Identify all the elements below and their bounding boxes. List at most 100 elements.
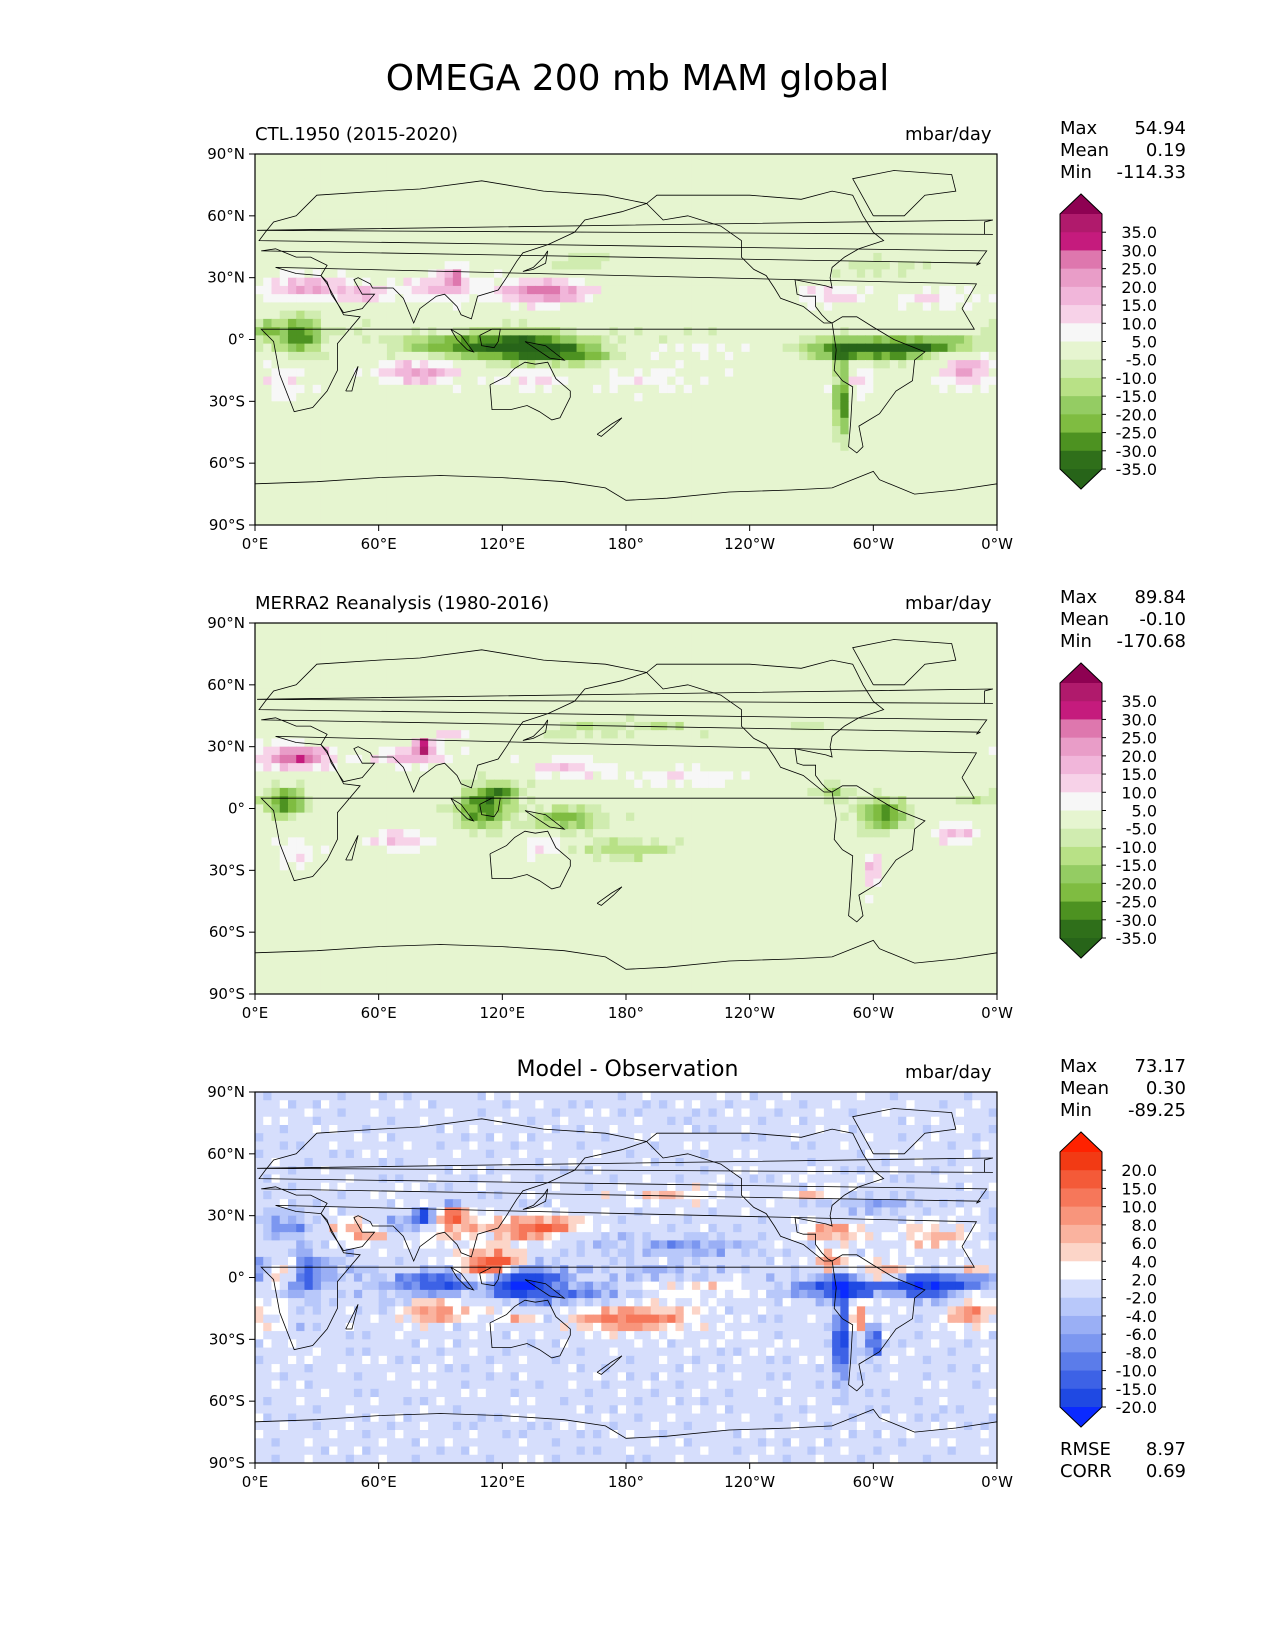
panel2-stat-min: Min -170.68 xyxy=(1060,631,1186,652)
colorbar-swatch xyxy=(1060,396,1102,415)
colorbar-swatch xyxy=(1060,1370,1102,1390)
colorbar-swatch xyxy=(1060,701,1102,720)
colorbar-tick-label: -30.0 xyxy=(1116,911,1157,930)
colorbar-tick-label: -20.0 xyxy=(1116,1398,1157,1417)
colorbar-swatch xyxy=(1060,737,1102,757)
panel-2-coastlines xyxy=(255,639,997,994)
colorbar-tick-label: -2.0 xyxy=(1126,1289,1157,1308)
panel3-stat-max: Max 73.17 xyxy=(1060,1056,1186,1077)
colorbar-tick-label: -8.0 xyxy=(1126,1343,1157,1362)
panel-2-colorbar: 35.030.025.020.015.010.05.0-5.0-10.0-15.… xyxy=(1059,662,1157,959)
colorbar-swatch xyxy=(1060,1297,1102,1317)
y-tick-label: 60°S xyxy=(209,454,245,472)
colorbar-tick-label: 20.0 xyxy=(1121,278,1157,297)
colorbar-tick-label: 8.0 xyxy=(1132,1216,1157,1235)
panel-3-map: 90°N 60°N 30°N 0° 30°S 60°S 90°S0°E 60°E 120°E 18… xyxy=(207,1083,1013,1491)
colorbar-swatch xyxy=(1060,250,1102,270)
colorbar-swatch xyxy=(1060,1334,1102,1353)
panel-1-contour-field xyxy=(255,154,997,525)
colorbar-tick-label: 15.0 xyxy=(1121,765,1157,784)
colorbar-tick-label: 10.0 xyxy=(1121,1198,1157,1217)
colorbar-extend-top xyxy=(1060,194,1102,214)
y-tick-label: 0° xyxy=(228,1269,245,1287)
x-tick-label: 60°W xyxy=(853,1004,895,1022)
colorbar-swatch xyxy=(1060,792,1102,811)
colorbar-tick-label: -20.0 xyxy=(1116,874,1157,893)
colorbar-extend-bottom xyxy=(1060,469,1102,489)
colorbar-swatch xyxy=(1060,286,1102,306)
y-tick-label: 60°N xyxy=(207,1145,245,1163)
colorbar-tick-label: 30.0 xyxy=(1121,241,1157,260)
colorbar-swatch xyxy=(1060,1224,1102,1244)
colorbar-tick-label: -25.0 xyxy=(1116,893,1157,912)
colorbar-swatch xyxy=(1060,1152,1102,1171)
colorbar-tick-label: 35.0 xyxy=(1121,692,1157,711)
colorbar-tick-label: 25.0 xyxy=(1121,260,1157,279)
panel3-units: mbar/day xyxy=(905,1062,992,1083)
colorbar-swatch xyxy=(1060,305,1102,324)
colorbar-tick-label: -4.0 xyxy=(1126,1307,1157,1326)
panel-1-coastlines xyxy=(255,170,997,525)
colorbar-swatch xyxy=(1060,774,1102,793)
x-tick-label: 120°E xyxy=(480,1004,526,1022)
colorbar-tick-label: 30.0 xyxy=(1121,710,1157,729)
colorbar-tick-label: -6.0 xyxy=(1126,1325,1157,1344)
colorbar-tick-label: 10.0 xyxy=(1121,314,1157,333)
x-tick-label: 120°W xyxy=(724,1004,775,1022)
y-tick-label: 30°S xyxy=(209,861,245,879)
colorbar-swatch xyxy=(1060,377,1102,397)
panel-3-contour-field xyxy=(255,1092,997,1463)
colorbar-extend-bottom xyxy=(1060,1407,1102,1427)
colorbar-extend-bottom xyxy=(1060,938,1102,958)
panel2-stat-max: Max 89.84 xyxy=(1060,587,1186,608)
panel1-stat-mean: Mean 0.19 xyxy=(1060,140,1186,161)
y-tick-label: 60°N xyxy=(207,207,245,225)
colorbar-swatch xyxy=(1060,232,1102,251)
panel2-stat-mean: Mean -0.10 xyxy=(1060,609,1186,630)
colorbar-tick-label: -30.0 xyxy=(1116,442,1157,461)
colorbar-extend-top xyxy=(1060,663,1102,683)
y-tick-label: 90°S xyxy=(209,516,245,534)
colorbar-swatch xyxy=(1060,828,1102,848)
colorbar-tick-label: 6.0 xyxy=(1132,1234,1157,1253)
colorbar-swatch xyxy=(1060,1170,1102,1189)
colorbar-swatch xyxy=(1060,1388,1102,1408)
y-tick-label: 90°N xyxy=(207,1083,245,1101)
x-tick-label: 0°W xyxy=(981,1004,1013,1022)
colorbar-tick-label: -10.0 xyxy=(1116,1362,1157,1381)
y-tick-label: 60°S xyxy=(209,1392,245,1410)
colorbar-tick-label: -25.0 xyxy=(1116,424,1157,443)
y-tick-label: 30°S xyxy=(209,392,245,410)
x-tick-label: 120°E xyxy=(480,1473,526,1491)
x-tick-label: 60°W xyxy=(853,1473,895,1491)
colorbar-swatch xyxy=(1060,1243,1102,1262)
x-tick-label: 120°W xyxy=(724,1473,775,1491)
colorbar-tick-label: 5.0 xyxy=(1132,333,1157,352)
panel2-units: mbar/day xyxy=(905,593,992,614)
panel-3-coastlines xyxy=(255,1108,997,1463)
colorbar-swatch xyxy=(1060,810,1102,830)
colorbar-swatch xyxy=(1060,1261,1102,1280)
x-tick-label: 0°E xyxy=(242,1004,269,1022)
colorbar-tick-label: -15.0 xyxy=(1116,1380,1157,1399)
colorbar-swatch xyxy=(1060,450,1102,470)
y-tick-label: 30°N xyxy=(207,1207,245,1225)
colorbar-swatch xyxy=(1060,268,1102,288)
colorbar-tick-label: -35.0 xyxy=(1116,929,1157,948)
colorbar-tick-label: 20.0 xyxy=(1121,1161,1157,1180)
panel3-stat-corr: CORR 0.69 xyxy=(1060,1461,1186,1482)
x-tick-label: 0°E xyxy=(242,535,269,553)
colorbar-tick-label: -10.0 xyxy=(1116,838,1157,857)
panel-2-map: 90°N 60°N 30°N 0° 30°S 60°S 90°S0°E 60°E 120°E 18… xyxy=(207,614,1013,1022)
x-tick-label: 0°W xyxy=(981,1473,1013,1491)
colorbar-swatch xyxy=(1060,1315,1102,1335)
colorbar-tick-label: 4.0 xyxy=(1132,1252,1157,1271)
colorbar-swatch xyxy=(1060,214,1102,233)
y-tick-label: 60°N xyxy=(207,676,245,694)
panel-1-colorbar: 35.030.025.020.015.010.05.0-5.0-10.0-15.… xyxy=(1059,193,1157,490)
x-tick-label: 60°E xyxy=(361,1004,397,1022)
panel3-stat-rmse: RMSE 8.97 xyxy=(1060,1439,1186,1460)
colorbar-swatch xyxy=(1060,432,1102,452)
figure-title: OMEGA 200 mb MAM global xyxy=(385,58,890,99)
